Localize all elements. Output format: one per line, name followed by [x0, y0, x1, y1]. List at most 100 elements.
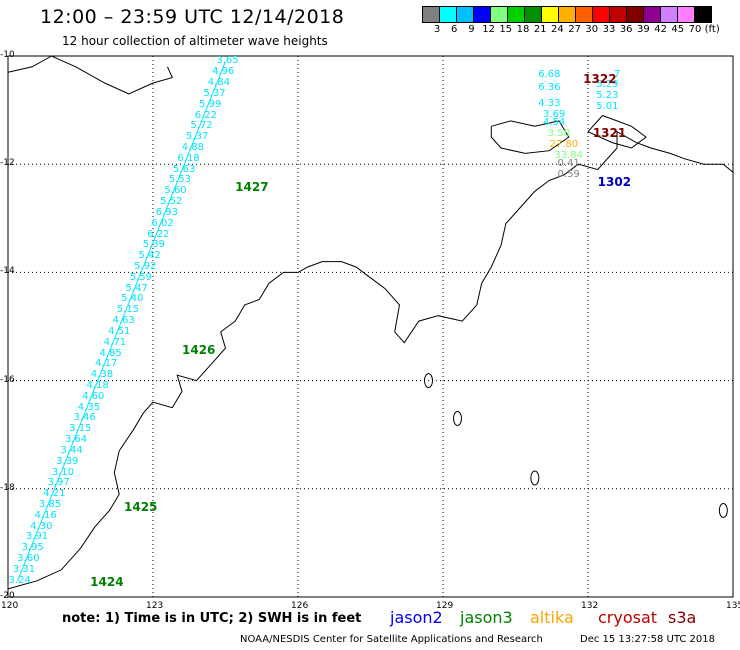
legend-item-jason3: jason3 — [460, 608, 513, 627]
swh-value-label: 6.18 — [177, 152, 200, 164]
swh-value-label: 5.37 — [203, 87, 226, 99]
swh-value-label: 5.52 — [160, 196, 183, 208]
swh-value-label: 4.16 — [34, 509, 57, 521]
satellite-track — [17, 61, 226, 581]
page-subtitle: 12 hour collection of altimeter wave hei… — [62, 34, 328, 48]
swh-value-label: 3.91 — [25, 531, 49, 543]
swh-value-label: 4.88 — [181, 141, 204, 153]
island-outline — [424, 373, 433, 389]
island-outline — [490, 120, 570, 154]
page-title: 12:00 – 23:59 UTC 12/14/2018 — [40, 6, 345, 28]
swh-value-label: 4.30 — [30, 520, 53, 532]
swh-value-label: 5.29 — [596, 79, 619, 91]
swh-value-label: 6.68 — [538, 68, 561, 80]
latitude-tick-label: -20 — [0, 591, 15, 601]
legend-item-altika: altika — [530, 608, 574, 627]
swh-value-label: 5.63 — [173, 163, 196, 175]
swh-value-label: 3.31 — [12, 563, 36, 575]
swh-value-label: 4.85 — [99, 347, 122, 359]
color-scale-bar — [422, 6, 712, 23]
swh-value-label: 5.59 — [129, 271, 153, 283]
color-swatch — [694, 6, 712, 23]
swh-value-label: 4.35 — [77, 401, 101, 413]
swh-value-label: 0.59 — [557, 168, 580, 180]
color-scale-label: 36 — [619, 24, 633, 35]
color-scale-label: 21 — [533, 24, 547, 35]
swh-value-label: 6.22 — [147, 228, 170, 240]
swh-value-label: 3.64 — [64, 434, 88, 446]
swh-value-label: 5.40 — [121, 293, 144, 305]
pass-time-label: 1425 — [124, 499, 158, 514]
color-scale-label: 27 — [568, 24, 581, 35]
swh-value-label: 5.99 — [199, 98, 222, 110]
swh-value-label: 5.37 — [186, 131, 209, 143]
swh-value-label: 4.96 — [212, 66, 235, 78]
swh-value-label: 5.47 — [125, 282, 148, 294]
color-scale-label: 6 — [451, 24, 458, 35]
legend-item-cryosat: cryosat — [598, 608, 658, 627]
latitude-tick-label: -10 — [0, 50, 15, 60]
pass-time-label: 1321 — [592, 126, 627, 141]
color-scale-label: 42 — [654, 24, 667, 35]
latitude-tick-label: -12 — [0, 158, 15, 169]
swh-value-label: 3.95 — [21, 542, 44, 554]
generation-timestamp: Dec 15 13:27:58 UTC 2018 — [580, 634, 715, 645]
color-scale-label: 18 — [516, 24, 530, 35]
pass-time-label: 1426 — [182, 342, 216, 357]
swh-value-label: 5.72 — [190, 120, 213, 132]
credit-line: NOAA/NESDIS Center for Satellite Applica… — [240, 634, 543, 645]
color-scale-labels: 3 6 9 12 15 18 21 24 27 30 33 36 39 42 45 70 (ft) — [422, 24, 740, 38]
color-scale-label: 24 — [551, 24, 564, 35]
swh-value-label: 3.24 — [8, 574, 31, 586]
pass-time-label: 1322 — [583, 72, 617, 87]
swh-value-label: 6.22 — [194, 109, 217, 121]
color-scale-label: 3 — [433, 24, 441, 35]
latitude-tick-label: -18 — [0, 482, 15, 493]
color-scale-label: (ft) — [704, 24, 720, 35]
latitude-tick-label: -16 — [0, 374, 15, 385]
swh-value-label: 33.84 — [554, 149, 583, 161]
legend-item-jason2: jason2 — [390, 608, 443, 627]
swh-value-label: 4.54 — [543, 117, 566, 129]
swh-value-label: 6.93 — [155, 206, 179, 218]
swh-value-label: 4.18 — [86, 380, 109, 391]
swh-value-label: 6.36 — [538, 82, 561, 94]
swh-value-label: 3.85 — [38, 499, 62, 511]
swh-value-label: 4.33 — [538, 98, 561, 110]
swh-value-label: 3.60 — [17, 553, 40, 565]
pass-time-label: 1427 — [235, 180, 269, 195]
swh-value-label: 0.41 — [557, 157, 580, 169]
swh-value-label: 4.51 — [108, 325, 131, 337]
swh-value-label: 5.01 — [596, 100, 619, 112]
swh-value-label: 5.42 — [138, 250, 161, 262]
timor-coastline — [7, 55, 173, 95]
swh-value-label: 5.23 — [596, 90, 619, 102]
color-scale-label: 70 — [688, 24, 702, 35]
footnote: note: 1) Time is in UTC; 2) SWH is in fe… — [62, 611, 362, 626]
swh-value-label: 4.71 — [103, 336, 127, 348]
swh-value-label: 5.60 — [164, 185, 187, 197]
island-outline — [718, 502, 728, 518]
color-scale-label: 39 — [637, 24, 650, 35]
swh-value-label: 3.97 — [47, 477, 70, 489]
swh-value-label: 6.02 — [151, 217, 174, 229]
swh-value-label: 3.15 — [69, 423, 92, 435]
swh-value-label: 4.84 — [207, 77, 230, 89]
color-scale-label: 30 — [585, 24, 599, 35]
swh-value-label: 4.21 — [43, 488, 66, 500]
swh-value-label: 27.80 — [549, 138, 579, 150]
color-scale-label: 33 — [602, 24, 616, 35]
longitude-tick-label: 123 — [146, 601, 164, 611]
swh-value-label: 4.63 — [112, 315, 135, 327]
island-outline — [587, 114, 647, 149]
longitude-tick-label: 120 — [1, 601, 19, 611]
swh-value-label: 3.46 — [73, 412, 96, 424]
longitude-tick-label: 132 — [581, 601, 599, 611]
color-scale-label: 45 — [671, 24, 685, 35]
color-scale-label: 9 — [468, 24, 475, 35]
pass-time-label: 1302 — [597, 175, 632, 190]
swh-value-label: 5.39 — [142, 239, 166, 251]
swh-value-label: 5.53 — [168, 174, 191, 186]
island-outline — [530, 470, 540, 486]
